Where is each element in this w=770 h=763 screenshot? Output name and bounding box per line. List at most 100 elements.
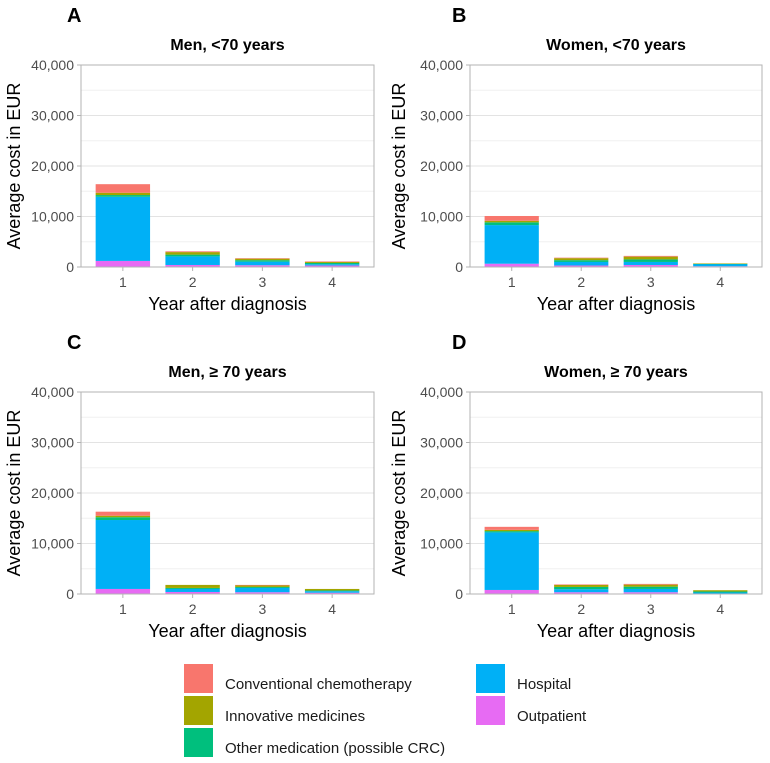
- panel-letter: C: [67, 332, 81, 354]
- bar-segment-outpatient: [235, 265, 290, 267]
- bar-segment-hospital: [554, 261, 609, 266]
- panel-letter: D: [452, 332, 466, 354]
- y-tick-label: 0: [66, 259, 74, 275]
- x-tick-label: 4: [328, 601, 336, 617]
- x-tick-label: 1: [508, 601, 516, 617]
- bar-segment-conventional-chemotherapy: [95, 184, 151, 193]
- bar-segment-other-medication-possible-crc: [484, 222, 539, 226]
- bar-segment-hospital: [95, 520, 151, 589]
- bar-segment-outpatient: [165, 591, 220, 594]
- x-tick-label: 3: [258, 274, 266, 290]
- legend-item-hospital: Hospital: [476, 664, 571, 693]
- bar-segment-innovative-medicines: [484, 529, 539, 532]
- legend-swatch: [184, 728, 213, 757]
- x-tick-label: 2: [577, 601, 585, 617]
- panel-title: Men, ≥ 70 years: [168, 364, 286, 381]
- y-tick-label: 40,000: [31, 57, 74, 73]
- bar-segment-hospital: [554, 589, 609, 593]
- y-axis-label: Average cost in EUR: [389, 410, 409, 577]
- bar-segment-innovative-medicines: [623, 256, 678, 260]
- bar-segment-outpatient: [623, 592, 678, 594]
- y-tick-label: 0: [66, 586, 74, 602]
- bar-segment-hospital: [304, 591, 360, 593]
- bar-segment-outpatient: [484, 589, 539, 594]
- bar-segment-conventional-chemotherapy: [165, 251, 220, 253]
- bar-segment-hospital: [623, 261, 678, 265]
- y-tick-label: 30,000: [420, 108, 463, 124]
- panel-d: 0 10,000 20,000 30,000 40,000 1 2 3 4 Year after …: [389, 332, 763, 641]
- y-tick-label: 40,000: [31, 384, 74, 400]
- x-axis-label: Year after diagnosis: [148, 621, 306, 641]
- y-axis-label: Average cost in EUR: [4, 83, 24, 250]
- y-tick-label: 40,000: [420, 57, 463, 73]
- panel-c: 0 10,000 20,000 30,000 40,000 1 2 3 4 Year after …: [4, 332, 375, 641]
- panel-b: 0 10,000 20,000 30,000 40,000 1 2 3 4 Year after …: [389, 5, 763, 314]
- x-tick-label: 1: [508, 274, 516, 290]
- x-tick-label: 4: [716, 274, 724, 290]
- bar-segment-other-medication-possible-crc: [693, 263, 748, 265]
- legend-swatch: [476, 696, 505, 725]
- x-tick-label: 4: [716, 601, 724, 617]
- x-axis-label: Year after diagnosis: [537, 621, 695, 641]
- y-tick-label: 30,000: [420, 435, 463, 451]
- y-tick-label: 10,000: [31, 536, 74, 552]
- x-axis-label: Year after diagnosis: [148, 294, 306, 314]
- bar-segment-hospital: [623, 588, 678, 593]
- y-tick-label: 20,000: [420, 158, 463, 174]
- bar-segment-other-medication-possible-crc: [95, 195, 151, 197]
- x-tick-label: 2: [577, 274, 585, 290]
- legend-swatch: [476, 664, 505, 693]
- bar-segment-outpatient: [95, 260, 151, 267]
- bar-segment-other-medication-possible-crc: [693, 591, 748, 593]
- bar-segment-hospital: [165, 256, 220, 265]
- bar-segment-conventional-chemotherapy: [554, 257, 609, 259]
- bar-segment-outpatient: [304, 265, 360, 267]
- bar-segment-hospital: [235, 261, 290, 266]
- x-tick-label: 3: [258, 601, 266, 617]
- bar-segment-outpatient: [554, 592, 609, 594]
- bar-segment-other-medication-possible-crc: [95, 517, 151, 521]
- bar-segment-outpatient: [304, 592, 360, 594]
- legend-item-other-medication: Other medication (possible CRC): [184, 728, 445, 757]
- bar-segment-conventional-chemotherapy: [235, 584, 290, 586]
- y-tick-label: 40,000: [420, 384, 463, 400]
- bar-segment-outpatient: [95, 588, 151, 594]
- bar-segment-other-medication-possible-crc: [623, 259, 678, 262]
- bar-segment-hospital: [693, 592, 748, 594]
- x-tick-label: 1: [119, 601, 127, 617]
- x-tick-label: 1: [119, 274, 127, 290]
- bar-segment-innovative-medicines: [95, 192, 151, 196]
- y-tick-label: 30,000: [31, 108, 74, 124]
- legend-label: Hospital: [517, 676, 572, 693]
- bar-segment-other-medication-possible-crc: [484, 531, 539, 533]
- bar-segment-conventional-chemotherapy: [95, 511, 151, 516]
- x-tick-label: 3: [647, 274, 655, 290]
- bar-segment-innovative-medicines: [554, 584, 609, 587]
- y-tick-label: 10,000: [420, 536, 463, 552]
- bar-segment-conventional-chemotherapy: [235, 258, 290, 259]
- legend-label: Outpatient: [517, 708, 587, 725]
- bar-segment-innovative-medicines: [693, 263, 748, 264]
- bar-segment-innovative-medicines: [165, 252, 220, 255]
- bar-segment-other-medication-possible-crc: [554, 260, 609, 262]
- legend-label: Conventional chemotherapy: [225, 676, 412, 693]
- legend-item-innovative-medicines: Innovative medicines: [184, 696, 365, 725]
- legend-label: Innovative medicines: [225, 708, 366, 725]
- legend-label: Other medication (possible CRC): [225, 740, 446, 757]
- bar-segment-outpatient: [484, 263, 539, 267]
- bar-segment-other-medication-possible-crc: [235, 260, 290, 262]
- y-tick-label: 30,000: [31, 435, 74, 451]
- bar-segment-innovative-medicines: [304, 588, 360, 591]
- bar-segment-outpatient: [554, 265, 609, 267]
- bar-segment-innovative-medicines: [304, 261, 360, 263]
- bar-segment-hospital: [95, 196, 151, 261]
- legend-swatch: [184, 696, 213, 725]
- panel-a: 0 10,000 20,000 30,000 40,000 1 2 3 4 Year after …: [4, 5, 375, 314]
- legend-item-outpatient: Outpatient: [476, 696, 586, 725]
- y-tick-label: 20,000: [420, 485, 463, 501]
- bar-segment-hospital: [304, 264, 360, 266]
- bar-segment-other-medication-possible-crc: [235, 586, 290, 588]
- legend: Conventional chemotherapy Innovative med…: [184, 664, 604, 760]
- bar-segment-other-medication-possible-crc: [304, 590, 360, 592]
